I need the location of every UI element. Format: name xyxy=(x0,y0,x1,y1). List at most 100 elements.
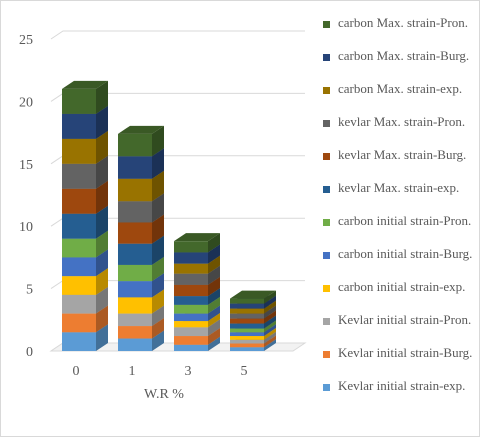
bar-front xyxy=(174,241,208,253)
bar-side xyxy=(152,235,164,265)
legend-swatch xyxy=(323,21,330,28)
bar-side xyxy=(152,256,164,282)
bar-front xyxy=(230,308,264,314)
bar-side xyxy=(264,300,276,314)
bar-side xyxy=(96,249,108,277)
bar-side xyxy=(208,255,220,274)
bar-front xyxy=(62,294,96,314)
bar-front xyxy=(118,326,152,339)
bar-front xyxy=(62,138,96,164)
bar-side xyxy=(264,339,276,351)
legend-swatch xyxy=(323,87,330,94)
bar-front xyxy=(118,133,152,157)
legend-item: Kevlar initial strain-Pron. xyxy=(323,312,475,345)
legend-item: Kevlar initial strain-Burg. xyxy=(323,345,475,378)
bar-front xyxy=(174,252,208,264)
bar-side xyxy=(152,289,164,314)
bar-side xyxy=(96,80,108,114)
bar-side xyxy=(208,233,220,253)
bar-side xyxy=(152,193,164,223)
bar-front xyxy=(174,321,208,328)
legend-label: Kevlar initial strain-exp. xyxy=(338,378,466,393)
legend-swatch xyxy=(323,120,330,127)
bar-front xyxy=(62,313,96,333)
gridline xyxy=(50,30,305,40)
bar-top xyxy=(118,125,164,134)
legend-item: carbon initial strain-exp. xyxy=(323,279,475,312)
bar-side xyxy=(208,276,220,297)
bar-side xyxy=(208,244,220,264)
bar-side xyxy=(152,125,164,157)
x-tick-label: 5 xyxy=(241,364,248,379)
bar-front xyxy=(62,113,96,139)
legend-label: carbon Max. strain-exp. xyxy=(338,81,463,96)
bar-side xyxy=(264,305,276,319)
bar-segment xyxy=(174,233,220,253)
bar-front xyxy=(230,347,264,351)
y-tick-label: 20 xyxy=(19,95,33,110)
bar-side xyxy=(152,170,164,202)
legend: carbon Max. strain-Pron. carbon Max. stra… xyxy=(323,15,475,411)
bar-top xyxy=(230,290,276,299)
bar-side xyxy=(152,273,164,298)
bar-front xyxy=(230,339,264,344)
legend-item: carbon initial strain-Burg. xyxy=(323,246,475,279)
bar-side xyxy=(264,290,276,304)
bar-front xyxy=(62,238,96,258)
legend-item: carbon Max. strain-Burg. xyxy=(323,48,475,81)
bar-front xyxy=(62,188,96,214)
bar-side xyxy=(96,324,108,351)
bar-front xyxy=(230,323,264,329)
bar-front xyxy=(118,178,152,202)
bar-front xyxy=(118,264,152,282)
stacked-bar-chart: 0 5 10 15 20 25 0 1 3 5 W.R % xyxy=(19,30,307,402)
bar-side xyxy=(96,155,108,189)
x-axis-title: W.R % xyxy=(144,387,184,402)
bar-segment xyxy=(118,125,164,157)
bar-front xyxy=(174,336,208,345)
legend-swatch xyxy=(323,54,330,61)
bar-front xyxy=(230,328,264,333)
bar-front xyxy=(118,156,152,179)
bar-front xyxy=(118,281,152,298)
legend-swatch xyxy=(323,219,330,226)
legend-label: carbon Max. strain-Burg. xyxy=(338,48,470,63)
bar-front xyxy=(118,201,152,223)
legend-label: carbon Max. strain-Pron. xyxy=(338,15,468,30)
bar-side xyxy=(96,180,108,214)
bar-side xyxy=(96,205,108,239)
legend-swatch xyxy=(323,351,330,358)
bar-front xyxy=(174,273,208,285)
y-tick-label: 5 xyxy=(26,283,33,298)
bar-front xyxy=(174,313,208,322)
bar-side xyxy=(264,320,276,333)
bar-front xyxy=(62,88,96,114)
bar-front xyxy=(230,303,264,309)
bar-side xyxy=(264,310,276,324)
legend-swatch xyxy=(323,252,330,259)
bar-side xyxy=(264,324,276,337)
y-tick-label: 0 xyxy=(26,345,33,360)
y-axis-ticks: 0 5 10 15 20 25 xyxy=(19,33,33,360)
bar-front xyxy=(230,313,264,319)
bar-side xyxy=(264,331,276,344)
bar-front xyxy=(118,313,152,327)
bar-front xyxy=(230,343,264,348)
legend-label: carbon initial strain-Burg. xyxy=(338,246,473,261)
bar-front xyxy=(230,318,264,324)
y-tick-label: 15 xyxy=(19,158,33,173)
bar-front xyxy=(174,263,208,274)
bar-top xyxy=(62,80,108,89)
legend-swatch xyxy=(323,318,330,325)
bar-front xyxy=(118,297,152,314)
bar-side xyxy=(208,319,220,337)
bars xyxy=(62,80,276,351)
bar-side xyxy=(264,315,276,329)
bar-side xyxy=(208,265,220,285)
bar-segment xyxy=(230,290,276,304)
legend-item: carbon Max. strain-Pron. xyxy=(323,15,475,48)
bar-front xyxy=(174,304,208,314)
legend-label: kevlar Max. strain-exp. xyxy=(338,180,460,195)
bar-front xyxy=(174,327,208,337)
